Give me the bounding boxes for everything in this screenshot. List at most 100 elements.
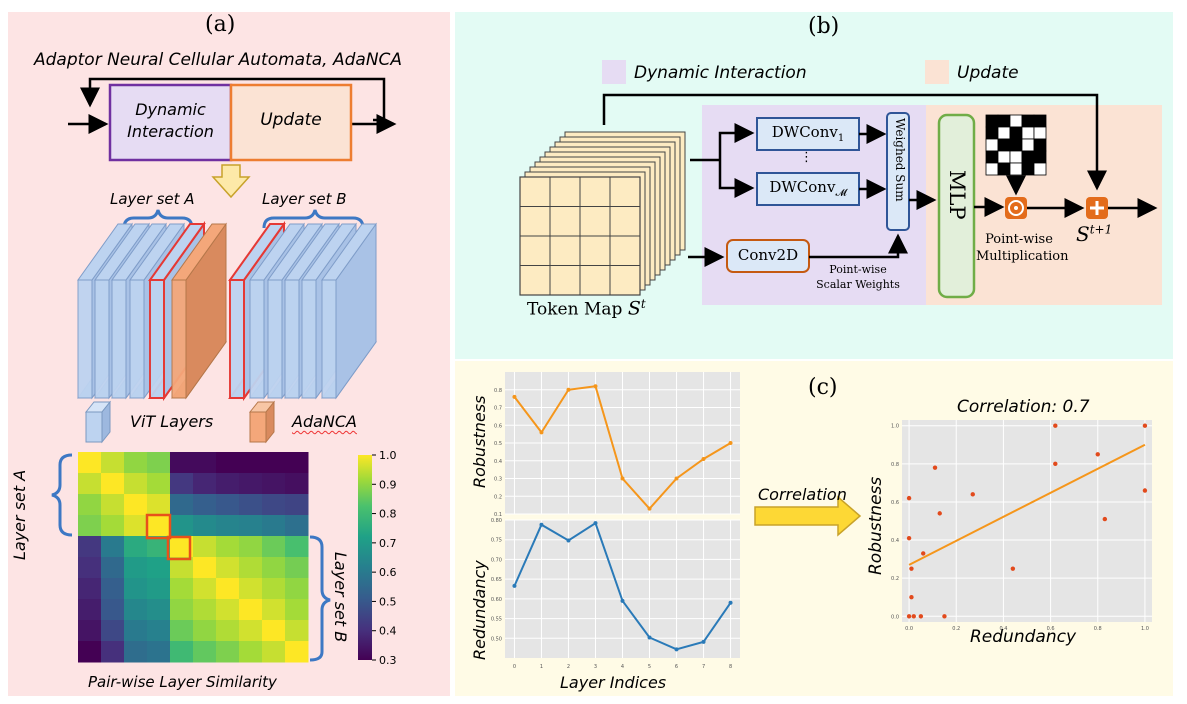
legend-update-swatch <box>925 60 949 84</box>
update-label: Update <box>260 110 322 130</box>
heatmap-cell <box>239 515 263 537</box>
data-point <box>539 430 544 435</box>
heatmap-cell <box>193 494 217 516</box>
scatter-point <box>911 614 916 619</box>
xtick-label: 0 <box>513 664 516 670</box>
heatmap-cell <box>170 536 194 558</box>
similarity-heatmap <box>78 452 309 663</box>
adanca-legend-cube-icon <box>248 400 276 444</box>
heatmap-cell <box>124 494 148 516</box>
heatmap-cell <box>285 599 309 621</box>
heatmap-cell <box>170 578 194 600</box>
plot-area <box>902 420 1152 622</box>
heatmap-cell <box>285 515 309 537</box>
heatmap-caption: Pair-wise Layer Similarity <box>88 673 277 691</box>
highlight-cell-2 <box>166 535 192 561</box>
scatter-point <box>906 495 912 501</box>
data-point <box>647 635 652 640</box>
ytick-label: 0.65 <box>491 577 502 583</box>
xtick-label: 0.8 <box>1094 626 1102 632</box>
heatmap-cell <box>124 473 148 495</box>
heatmap-cell <box>193 473 217 495</box>
heatmap-cell <box>239 473 263 495</box>
panel-c-label: (c) <box>808 375 838 400</box>
xtick-label: 4 <box>621 664 624 670</box>
ytick-label: 0.3 <box>494 477 502 483</box>
xtick-label: 5 <box>648 664 651 670</box>
layer-set-b-label: Layer set B <box>262 190 347 208</box>
ytick-label: 0.8 <box>494 388 502 394</box>
mask-cell <box>1033 162 1047 176</box>
heatmap-cell <box>147 557 171 579</box>
ytick-label: 0.6 <box>494 423 502 429</box>
heatmap-cell <box>170 641 194 663</box>
heatmap-cell <box>193 599 217 621</box>
ytick-label: 0.8 <box>891 462 899 468</box>
data-point <box>512 583 517 588</box>
heatmap-cell <box>147 578 171 600</box>
heatmap-cell <box>124 536 148 558</box>
heatmap-cell <box>124 515 148 537</box>
data-point <box>701 456 706 461</box>
redundancy-ylabel: Redundancy <box>470 560 489 660</box>
xtick-label: 0.6 <box>1047 626 1055 632</box>
ytick-label: 0.0 <box>891 614 899 620</box>
redundancy-line-chart: 0.50 0.55 0.60 0.65 0.70 0.75 0.80 0 1 2 3 4 5 6 7 8 <box>491 518 740 670</box>
data-point <box>674 647 679 652</box>
heatmap-cell <box>285 641 309 663</box>
scatter-point <box>906 614 912 619</box>
scatter-point <box>921 551 926 556</box>
heatmap-cell <box>193 536 217 558</box>
ytick-label: 1.0 <box>891 424 899 430</box>
xtick-label: 0.0 <box>905 626 913 632</box>
heatmap-cell <box>262 557 286 579</box>
heatmap-cell <box>124 599 148 621</box>
heatmap-cell <box>78 599 102 621</box>
data-point <box>593 384 598 389</box>
dwconv-1-box <box>756 117 860 151</box>
scatter-ylabel: Robustness <box>866 476 886 575</box>
xtick-label: 1 <box>540 664 543 670</box>
scatter-point <box>1142 423 1148 428</box>
xtick-label: 6 <box>675 664 678 670</box>
xtick-label: 2 <box>567 664 570 670</box>
heatmap-cell <box>216 515 240 537</box>
vit-layer <box>321 222 377 400</box>
heatmap-cell <box>78 536 102 558</box>
xtick-label: 1.0 <box>1141 626 1149 632</box>
heatmap-cell <box>193 557 217 579</box>
heatmap-cell <box>216 620 240 642</box>
scatter-point <box>932 465 938 470</box>
panel-b-label: (b) <box>808 14 840 39</box>
correlation-arrow-label: Correlation <box>758 485 847 504</box>
token-map-label: Token Map St <box>527 297 646 320</box>
heatmap-cell <box>193 641 217 663</box>
colorbar-tick-label: 0.6 <box>379 566 397 579</box>
heatmap-cell <box>193 515 217 537</box>
data-point <box>647 506 652 511</box>
heatmap-cell <box>101 515 125 537</box>
heatmap-cell <box>78 452 102 474</box>
heatmap-cell <box>170 515 194 537</box>
pointwise-mult-label: Point-wise Multiplication <box>976 232 1069 264</box>
highlight-cell-1 <box>145 513 172 540</box>
token-map-cube <box>519 131 686 296</box>
adanca-legend-label: AdaNCA <box>292 412 357 431</box>
heatmap-cell <box>170 557 194 579</box>
scatter-point <box>918 614 924 619</box>
colorbar <box>358 455 372 660</box>
heatmap-cell <box>170 452 194 474</box>
heatmap-cell <box>239 536 263 558</box>
legend-dynamic-swatch <box>602 60 626 84</box>
heatmap-cell <box>239 452 263 474</box>
heatmap-cell <box>124 620 148 642</box>
correlation-arrow-icon <box>754 495 862 537</box>
heatmap-cell <box>239 599 263 621</box>
ytick-label: 0.55 <box>491 617 502 623</box>
skip-connection-arrow <box>602 93 1107 191</box>
heatmap-cell <box>147 641 171 663</box>
brace-heatmap-a <box>51 453 73 537</box>
data-point <box>539 522 544 527</box>
scatter-point <box>909 566 914 571</box>
ytick-label: 0.60 <box>491 597 502 603</box>
